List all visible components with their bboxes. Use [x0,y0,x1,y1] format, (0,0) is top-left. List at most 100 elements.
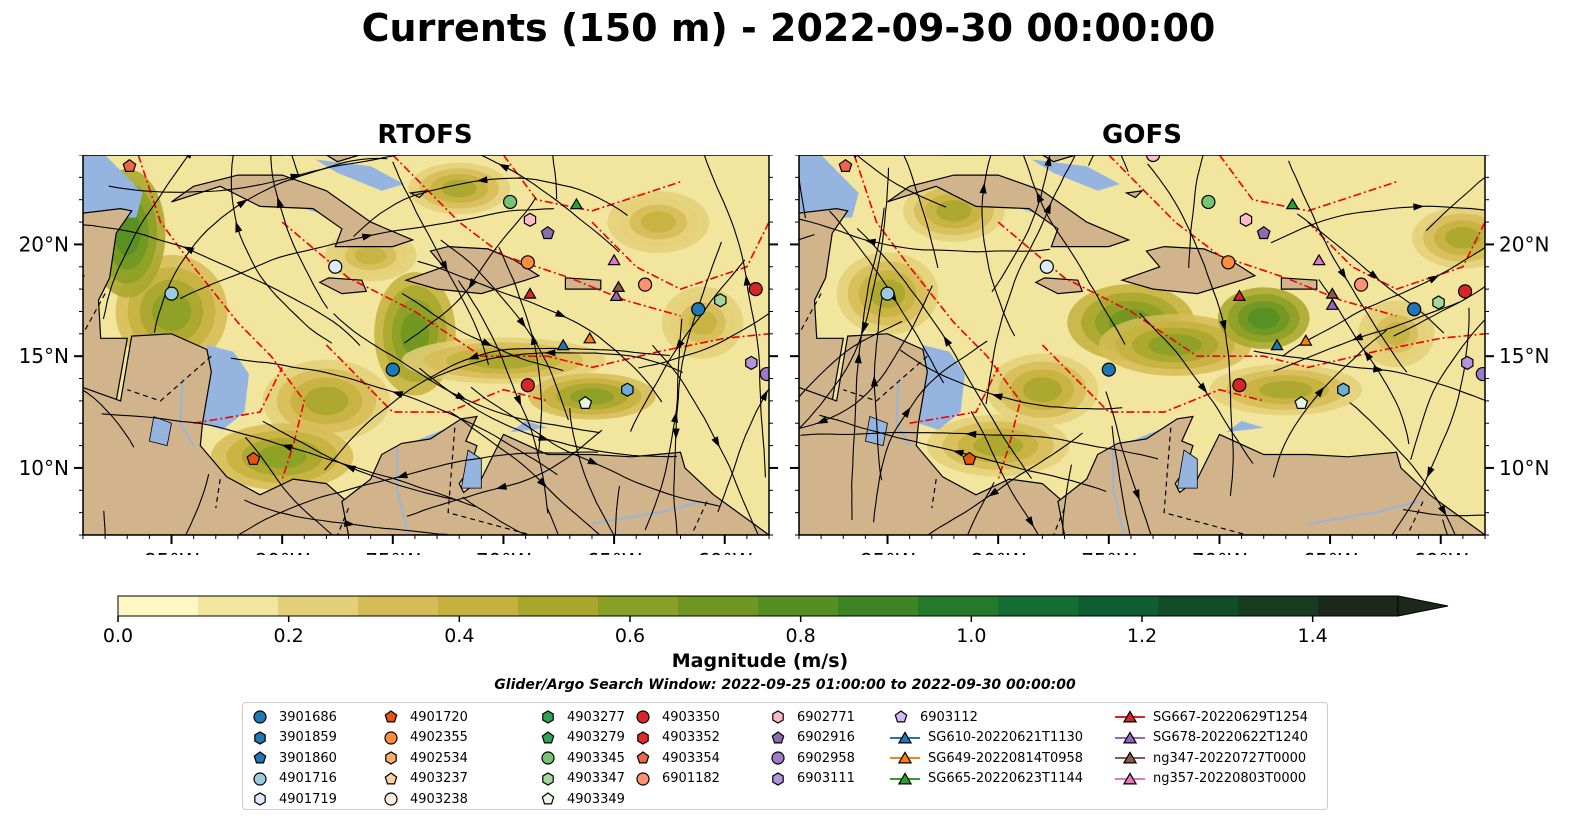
colorbar-segment [1318,596,1399,616]
float-marker [520,378,535,393]
legend-label: SG667-20220629T1254 [1153,709,1309,725]
river [591,500,703,525]
eez-boundary [502,155,681,212]
streamline-arrow [773,426,782,437]
legend-marker-icon [636,710,650,724]
streamline [1410,318,1485,461]
speed-patch [304,386,349,416]
map-rtofs[interactable]: 85°W 80°W 75°W 70°W 65°W 60°W 20°N 15°N 10°N [0,155,790,555]
legend-item: 6902916 [767,728,855,749]
legend-item: 4903345 [537,748,625,769]
float-marker [880,286,895,301]
speed-patch [569,388,615,405]
streamline [638,312,769,369]
map-frame [798,155,1486,536]
legend-marker-icon [1115,751,1145,764]
float-marker [520,255,535,270]
colorbar-tick-label: 0.2 [274,625,304,647]
colorbar-segment [918,596,999,616]
legend-item: 4903349 [537,789,625,810]
lat-tick-label: 15°N [19,344,69,368]
streamline-arrow [862,321,869,334]
map-frame [82,155,770,536]
streamline [1188,155,1204,269]
streamline-arrow [864,238,877,246]
streamline-arrow [467,352,480,360]
eez-boundary [325,344,548,413]
land [887,174,1131,248]
lake [1176,449,1198,489]
legend-item: 4902355 [380,728,468,749]
streamline [83,224,361,346]
eez-boundary [392,155,681,317]
map-gofs[interactable]: 85°W 80°W 75°W 70°W 65°W 60°W 20°N 15°N 10°N [717,155,1577,555]
streamline [799,320,903,398]
colorbar-frame [117,595,1399,617]
legend-marker-icon [541,751,555,765]
colorbar-segment [1238,596,1319,616]
streamline-arrow [560,547,571,554]
colorbar-segment [278,596,359,616]
legend-marker-icon [384,792,398,806]
legend-label: 4903349 [567,791,625,807]
eez-boundary [909,367,999,424]
colorbar-tick-label: 1.2 [1127,625,1157,647]
eez-boundary [1218,155,1397,212]
streamline-arrow [392,391,404,399]
legend-marker-icon [384,772,398,785]
legend-marker-icon [253,710,267,724]
legend-item: 4903279 [537,728,625,749]
streamline-arrow [1337,268,1347,280]
streamline-arrow [344,519,356,527]
streamline-arrow [1438,504,1447,516]
border [690,501,708,535]
legend-label: SG610-20220621T1130 [928,730,1084,746]
legend-label: 4901719 [279,791,337,807]
streamline [673,241,722,535]
streamline [450,411,601,535]
float-marker [328,259,343,274]
colorbar-segment [758,596,839,616]
streamline [457,280,549,514]
streamline-arrow [530,333,538,346]
streamline-arrow [1025,516,1034,528]
land [1280,277,1318,290]
legend-marker-icon [890,771,920,785]
river [179,378,195,447]
legend-label: SG678-20220622T1240 [1153,730,1309,746]
float-marker [1221,255,1236,270]
streamline-arrow [711,436,720,448]
float-marker [1407,302,1422,317]
eez-boundary [1041,344,1264,413]
panel-title-rtofs: RTOFS [377,120,473,150]
streamline [244,437,334,535]
shallow-area [799,155,859,218]
streamline [985,155,1076,405]
streamline-arrow [671,411,678,423]
legend-label: 6902958 [797,750,855,766]
float-marker [691,302,706,317]
shallow-area [202,345,249,430]
legend-column: SG667-20220629T1254 SG678-20220622T1240 ng… [1115,707,1308,789]
float-marker [246,451,261,465]
streamline-arrow [544,349,556,357]
land [318,277,368,295]
float-marker [1256,225,1271,240]
float-marker [578,395,593,409]
legend-marker-icon [1115,710,1145,723]
streamline [899,349,1123,410]
streamline-arrow [1036,191,1045,203]
legend-item: SG649-20220814T0958 [890,748,1083,769]
lon-tick-label: 60°W [697,549,752,555]
legend-item: 3901859 [249,728,337,749]
streamline [717,387,769,513]
streamline-arrow [235,221,243,233]
legend-item: 6903112 [890,707,1083,728]
lon-tick-label: 80°W [255,549,310,555]
streamline-arrow [455,392,467,400]
streamline [1111,425,1131,535]
float-marker [714,293,727,308]
lon-tick-label: 65°W [586,549,641,555]
river [396,447,410,535]
streamline-arrow [281,444,293,452]
